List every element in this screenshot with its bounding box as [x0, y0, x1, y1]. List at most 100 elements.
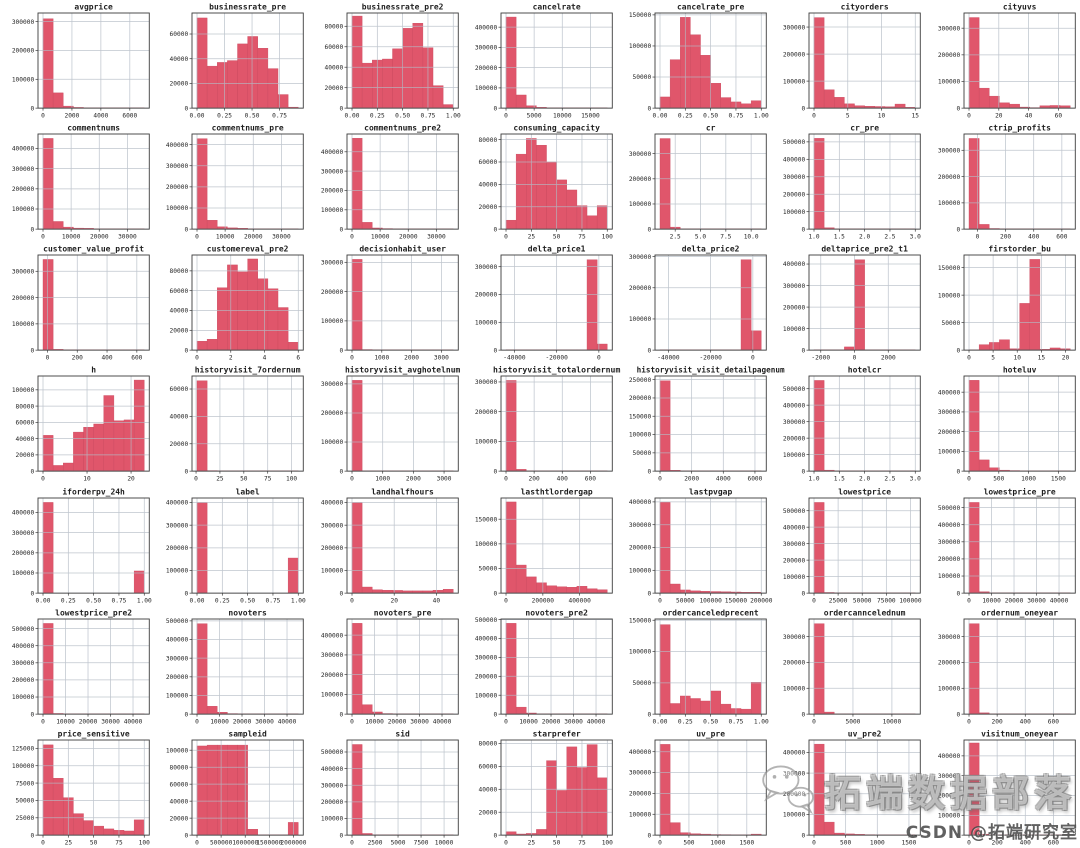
x-tick-label: 0.00: [190, 113, 205, 120]
bar: [123, 830, 135, 836]
subplot-title: ordercanceledprecent: [663, 608, 759, 617]
y-tick-label: 100000: [629, 432, 652, 439]
histogram-commentnums_pre2: commentnums_pre2 0 100000 200000 300000 40000…: [309, 121, 463, 242]
y-tick-label: 0: [648, 226, 652, 233]
y-tick-label: 20000: [324, 85, 343, 92]
y-tick-label: 0: [339, 711, 343, 718]
plot-area: [346, 739, 458, 835]
tick-labels: 0 50000 100000 150000 200000 250000 0 2000 4000 6…: [629, 377, 763, 483]
tick-labels: 0 100000 200000 300000 0 200 400 600: [475, 380, 596, 483]
x-tick-label: 100: [602, 234, 613, 241]
y-tick-label: 300000: [12, 660, 35, 667]
x-tick-label: 15000: [581, 113, 600, 120]
bar: [351, 15, 362, 109]
x-tick-label: 500000: [210, 839, 233, 846]
y-tick-label: 300000: [320, 260, 343, 267]
bar: [814, 743, 825, 836]
y-tick-label: 300000: [320, 782, 343, 789]
subplot-title: cr: [706, 124, 716, 133]
bar: [844, 346, 856, 351]
y-tick-label: 200000: [938, 659, 961, 666]
x-tick-label: 1000: [870, 839, 885, 846]
y-tick-label: 400000: [320, 766, 343, 773]
bar: [566, 189, 577, 230]
bar: [93, 424, 104, 472]
histogram-cancelrate: cancelrate 0 100000 200000 300000 400000 0 5000…: [463, 0, 617, 121]
tick-labels: 0 100000 200000 300000 0 5000 10000: [783, 633, 902, 725]
x-tick-label: 20000: [387, 718, 406, 725]
y-tick-label: 200000: [938, 793, 961, 800]
bar: [586, 744, 598, 836]
bar: [586, 259, 598, 351]
bar: [42, 744, 54, 836]
bar: [237, 271, 249, 351]
plot-frame: [654, 375, 767, 473]
plot-frame: [500, 497, 613, 594]
x-tick-label: 7500: [413, 839, 428, 846]
x-tick-label: 20000: [244, 234, 263, 241]
x-tick-label: 0: [41, 113, 45, 120]
histogram-cityorders: cityorders 0 100000 200000 300000 0 5 10 15: [771, 0, 925, 121]
histogram-novoters_pre: novoters_pre 0 100000 200000 300000 400000 0 10…: [309, 606, 463, 727]
tick-labels: 0 20000 40000 60000 80000 100000 0 10 20: [12, 387, 135, 483]
x-tick-label: 2.5: [670, 234, 681, 241]
y-tick-label: 40000: [478, 786, 497, 793]
y-tick-label: 300000: [783, 283, 806, 290]
y-tick-label: 200000: [629, 544, 652, 551]
y-tick-label: 400000: [783, 403, 806, 410]
bar: [854, 259, 866, 351]
bar: [824, 89, 835, 109]
tick-labels: 0 100000 200000 300000 400000 0 10000 20000 3000…: [320, 632, 451, 725]
x-tick-label: 10000: [216, 234, 235, 241]
x-tick-label: 10000: [883, 718, 902, 725]
bar: [586, 588, 598, 593]
bar: [536, 829, 547, 836]
x-tick-label: 1500: [1051, 476, 1066, 483]
bar: [361, 704, 373, 715]
bar: [659, 380, 671, 472]
bar: [391, 48, 403, 109]
x-tick-label: 5: [846, 113, 850, 120]
bar: [1029, 259, 1040, 351]
y-tick-label: 300000: [783, 24, 806, 31]
bar: [133, 380, 145, 472]
y-tick-label: 500000: [938, 504, 961, 511]
bar: [247, 36, 259, 109]
x-tick-label: 6000: [122, 113, 137, 120]
tick-labels: 0 100000 200000 300000 0 200 400 600: [938, 148, 1068, 241]
gridlines: [809, 739, 921, 836]
bar: [288, 557, 299, 593]
x-tick-label: 1.5: [834, 234, 845, 241]
y-tick-label: 300000: [938, 633, 961, 640]
tick-labels: 0 100000 200000 300000 400000 500000 0 10000 200…: [938, 504, 1069, 604]
y-tick-label: 300000: [783, 633, 806, 640]
y-tick-label: 400000: [475, 24, 498, 31]
subplot-title: novoters_pre: [373, 608, 431, 617]
plot-frame: [346, 133, 459, 230]
x-tick-label: 400: [1019, 718, 1030, 725]
y-tick-label: 100000: [166, 747, 189, 754]
tick-labels: 0 50000 100000 150000 0 5 10 15 20: [938, 265, 1070, 362]
y-tick-label: 200000: [12, 186, 35, 193]
bar: [740, 103, 752, 109]
y-tick-label: 50000: [16, 797, 35, 804]
x-tick-label: 100: [286, 476, 297, 483]
x-tick-label: 0: [504, 718, 508, 725]
plot-frame: [963, 375, 1076, 473]
subplot-title: historyvisit_avghotelnum: [345, 365, 461, 375]
tick-labels: 0 100000 200000 300000 -40000 -20000 0: [475, 264, 601, 362]
y-tick-label: 25000: [16, 815, 35, 822]
y-tick-label: 250000: [629, 377, 652, 384]
subplot-title: starprefer: [532, 729, 580, 738]
x-tick-label: 0.75: [729, 718, 744, 725]
plot-area: [809, 739, 921, 835]
x-tick-label: 50000: [676, 597, 695, 604]
x-tick-label: 75: [578, 234, 586, 241]
y-tick-label: 300000: [938, 410, 961, 417]
x-tick-label: 0.25: [215, 597, 230, 604]
subplot-title: hotelcr: [848, 366, 882, 375]
x-tick-label: 0: [350, 476, 354, 483]
bar: [814, 501, 825, 593]
y-tick-label: 400000: [12, 146, 35, 153]
bar: [247, 259, 259, 351]
